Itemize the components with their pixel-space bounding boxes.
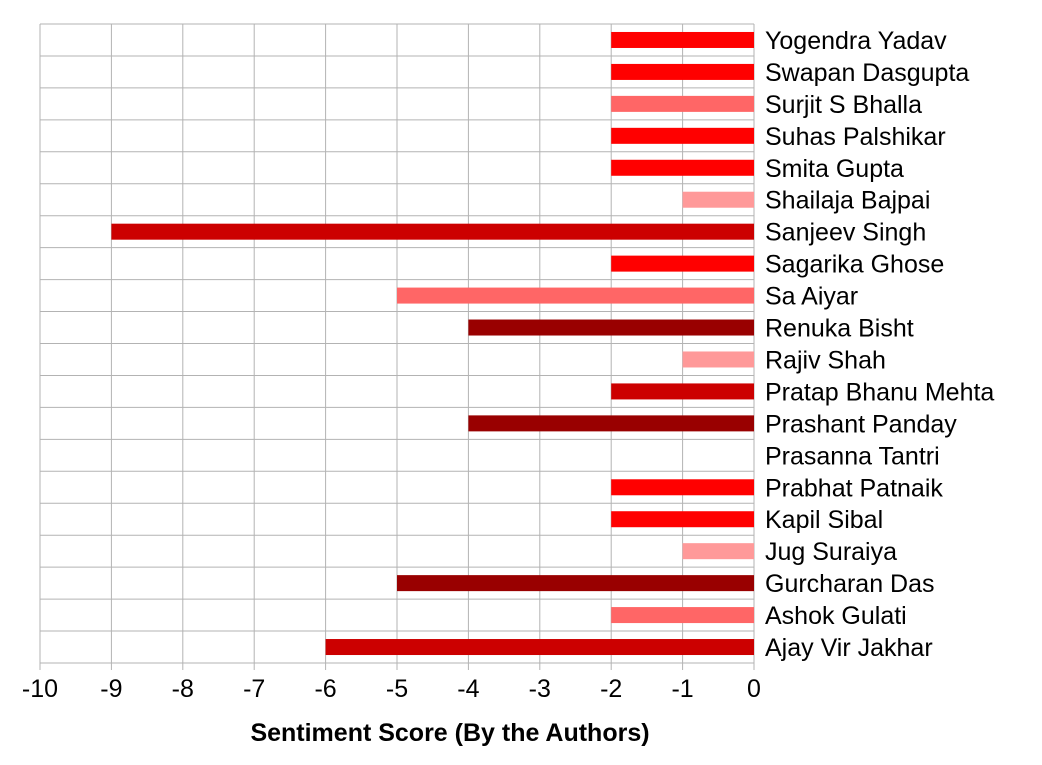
bar <box>611 63 754 80</box>
x-tick-label: 0 <box>747 675 761 703</box>
bar <box>468 415 754 432</box>
bar <box>682 191 754 208</box>
bar <box>611 159 754 176</box>
category-label: Smita Gupta <box>765 155 904 183</box>
category-label: Shailaja Bajpai <box>765 187 930 215</box>
x-tick-label: -6 <box>314 675 336 703</box>
category-label: Sagarika Ghose <box>765 251 944 279</box>
x-tick-label: -4 <box>457 675 479 703</box>
category-label: Sa Aiyar <box>765 283 858 311</box>
category-label: Swapan Dasgupta <box>765 59 969 87</box>
x-tick-label: -7 <box>243 675 265 703</box>
x-axis-title: Sentiment Score (By the Authors) <box>250 719 649 747</box>
category-label: Surjit S Bhalla <box>765 91 922 119</box>
bar <box>682 543 754 560</box>
bar <box>611 127 754 144</box>
category-label: Ajay Vir Jakhar <box>765 634 933 662</box>
category-label: Suhas Palshikar <box>765 123 946 151</box>
grid-lines <box>39 23 755 670</box>
bar <box>611 255 754 272</box>
category-label: Yogendra Yadav <box>765 27 947 55</box>
category-label: Renuka Bisht <box>765 315 914 343</box>
x-tick-label: -9 <box>100 675 122 703</box>
bar <box>397 287 754 304</box>
bar <box>611 95 754 112</box>
x-tick-label: -3 <box>529 675 551 703</box>
category-label: Gurcharan Das <box>765 570 935 598</box>
category-label: Kapil Sibal <box>765 506 883 534</box>
bar <box>325 639 754 656</box>
bar <box>611 607 754 624</box>
category-label: Rajiv Shah <box>765 346 886 374</box>
category-label: Prasanna Tantri <box>765 442 940 470</box>
bar <box>611 31 754 48</box>
category-label: Prashant Panday <box>765 410 957 438</box>
category-label: Sanjeev Singh <box>765 219 926 247</box>
category-label: Ashok Gulati <box>765 602 907 630</box>
category-label: Prabhat Patnaik <box>765 474 943 502</box>
x-tick-label: -10 <box>22 675 58 703</box>
bar <box>682 351 754 368</box>
bar <box>397 575 754 592</box>
x-tick-label: -8 <box>172 675 194 703</box>
category-label: Jug Suraiya <box>765 538 897 566</box>
x-tick-label: -5 <box>386 675 408 703</box>
bar <box>111 223 754 240</box>
bar <box>611 511 754 528</box>
bar <box>468 319 754 336</box>
bars <box>111 31 754 656</box>
x-tick-labels: -10 -9 -8 -7 -6 -5 -4 -3 -2 -1 0 <box>22 675 761 703</box>
category-labels: Yogendra Yadav Swapan Dasgupta Surjit S Bh… <box>765 27 994 662</box>
bar <box>611 383 754 400</box>
x-tick-label: -2 <box>600 675 622 703</box>
category-label: Pratap Bhanu Mehta <box>765 378 994 406</box>
x-tick-label: -1 <box>671 675 693 703</box>
bar <box>611 479 754 496</box>
